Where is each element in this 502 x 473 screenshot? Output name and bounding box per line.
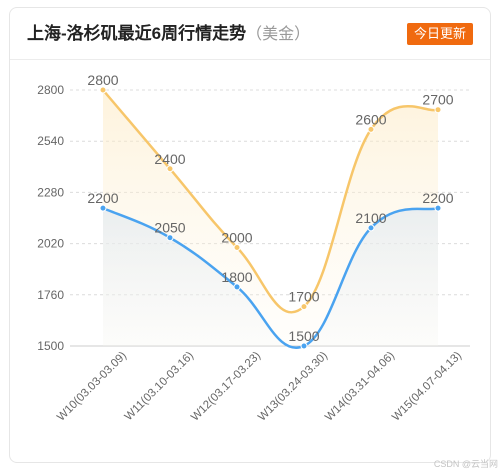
data-label: 2700 <box>422 92 453 108</box>
data-point <box>434 106 442 114</box>
data-label: 2400 <box>154 151 185 167</box>
data-label: 1800 <box>221 269 252 285</box>
card-header: 上海-洛杉矶最近6周行情走势（美金） 今日更新 <box>10 8 490 60</box>
chart-title: 上海-洛杉矶最近6周行情走势（美金） <box>27 24 310 45</box>
data-label: 2200 <box>422 190 453 206</box>
data-point <box>367 125 375 133</box>
data-point <box>300 303 308 311</box>
data-point <box>434 204 442 212</box>
y-tick-label: 2020 <box>37 237 64 251</box>
data-label: 2050 <box>154 220 185 236</box>
data-point <box>166 165 174 173</box>
x-tick-label: W14(03.31-04.06) <box>323 350 397 424</box>
y-tick-label: 2800 <box>37 83 64 97</box>
data-label: 2000 <box>221 230 252 246</box>
data-point <box>99 86 107 94</box>
y-tick-label: 2280 <box>37 185 64 199</box>
data-label: 2100 <box>355 210 386 226</box>
data-point <box>233 283 241 291</box>
data-point <box>233 244 241 252</box>
x-tick-label: W15(04.07-04.13) <box>390 350 464 424</box>
data-point <box>300 342 308 350</box>
chart-title-text: 上海-洛杉矶最近6周行情走势 <box>27 24 247 43</box>
data-label: 2200 <box>87 190 118 206</box>
x-tick-label: W11(03.10-03.16) <box>123 350 197 424</box>
data-point <box>99 204 107 212</box>
data-label: 1500 <box>288 328 319 344</box>
data-point <box>367 224 375 232</box>
data-label: 2600 <box>355 111 386 127</box>
data-point <box>166 234 174 242</box>
chart-subtitle: （美金） <box>246 26 311 43</box>
data-label: 1700 <box>288 289 319 305</box>
y-tick-label: 1500 <box>37 339 64 353</box>
x-tick-label: W12(03.17-03.23) <box>189 350 263 424</box>
x-tick-label: W13(03.24-03.30) <box>256 350 330 424</box>
today-update-badge[interactable]: 今日更新 <box>406 23 473 45</box>
series-area-1 <box>103 208 438 348</box>
x-tick-label: W10(03.03-03.09) <box>55 350 129 424</box>
y-tick-label: 2540 <box>37 134 64 148</box>
data-label: 2800 <box>87 72 118 88</box>
y-tick-label: 1760 <box>37 288 64 302</box>
watermark: CSDN @云当网 <box>433 459 498 469</box>
